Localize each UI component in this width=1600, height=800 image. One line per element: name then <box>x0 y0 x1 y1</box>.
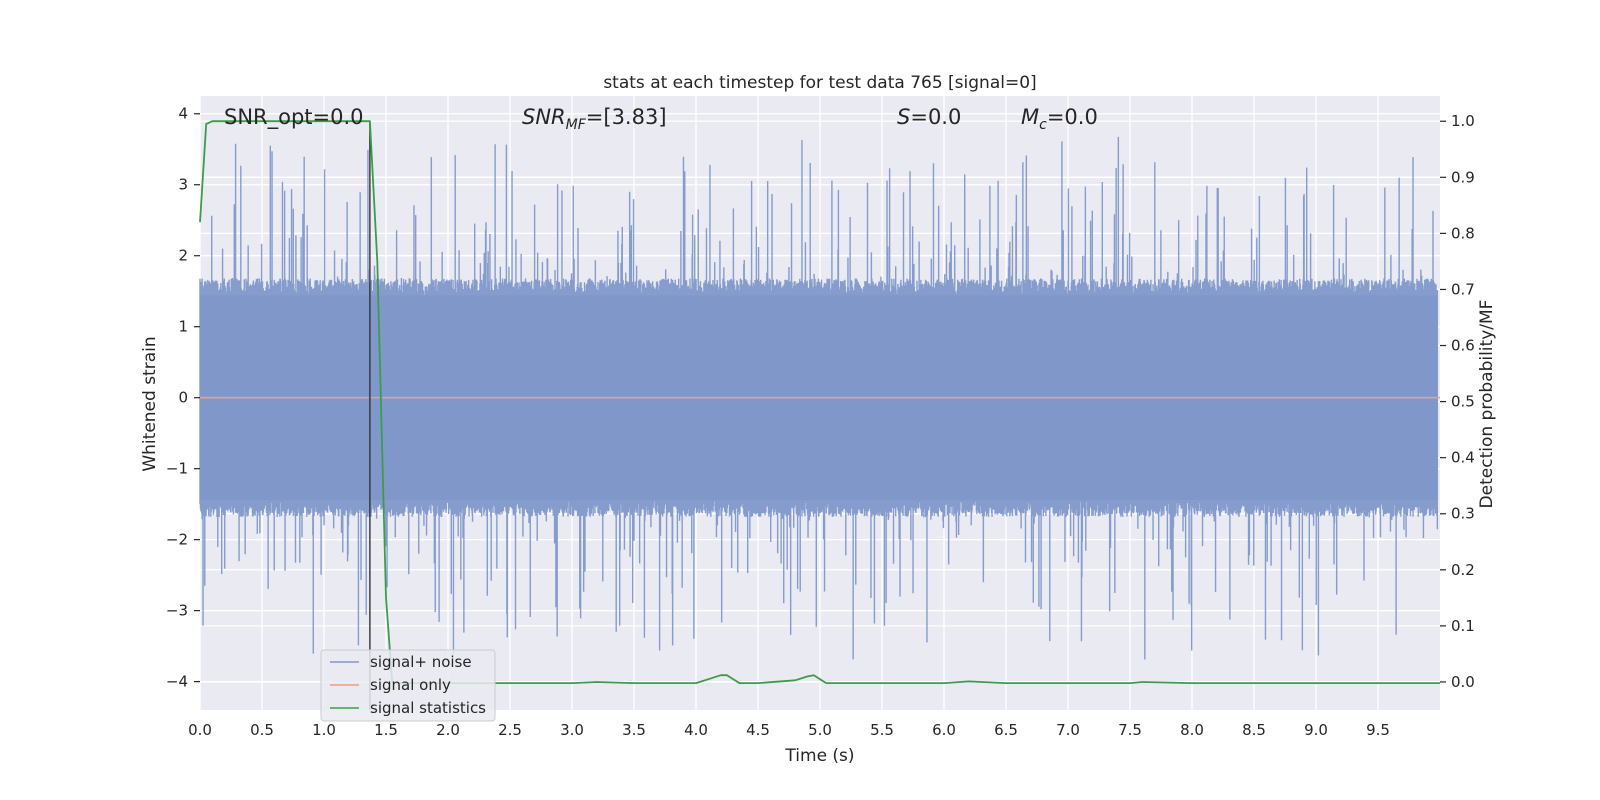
y2-tick-label: 0.8 <box>1451 224 1475 242</box>
y-axis-right-ticks: 1.0 0.9 0.8 0.7 0.6 0.5 0.4 0.3 0.2 0.1 0.0 <box>1440 112 1475 691</box>
legend-label-signal-only: signal only <box>370 676 451 694</box>
y-tick-label: 1 <box>178 318 188 336</box>
legend-label-signal-noise: signal+ noise <box>370 653 472 671</box>
mc-subscript: c <box>1039 117 1047 133</box>
y-axis-left-ticks: 4 3 2 1 0 −1 −2 −3 −4 <box>166 105 200 691</box>
y2-tick-label: 0.3 <box>1451 505 1475 523</box>
x-tick-label: 8.0 <box>1180 721 1204 739</box>
x-tick-label: 0.5 <box>250 721 274 739</box>
mc-annotation: Mc=0.0 <box>1021 105 1098 133</box>
y-tick-label: −3 <box>166 602 188 620</box>
y2-tick-label: 0.2 <box>1451 561 1475 579</box>
x-tick-label: 1.5 <box>374 721 398 739</box>
y2-tick-label: 0.7 <box>1451 280 1475 298</box>
y2-tick-label: 0.5 <box>1451 393 1475 411</box>
snr-mf-annotation: SNRMF=[3.83] <box>522 105 667 133</box>
x-tick-label: 7.5 <box>1118 721 1142 739</box>
x-axis-label: Time (s) <box>784 746 854 766</box>
x-tick-label: 7.0 <box>1056 721 1080 739</box>
x-tick-label: 8.5 <box>1242 721 1266 739</box>
x-tick-label: 6.0 <box>932 721 956 739</box>
y2-tick-label: 0.4 <box>1451 449 1475 467</box>
signal-statistics-series <box>199 120 1440 684</box>
x-tick-label: 9.5 <box>1366 721 1390 739</box>
chart-title: stats at each timestep for test data 765… <box>603 73 1036 93</box>
legend-label-signal-statistics: signal statistics <box>370 699 486 717</box>
x-tick-label: 3.5 <box>622 721 646 739</box>
s-annotation: S=0.0 <box>897 105 961 129</box>
s-symbol: S <box>897 105 910 129</box>
x-tick-label: 4.5 <box>746 721 770 739</box>
legend-box <box>320 649 496 722</box>
y2-tick-label: 0.0 <box>1451 673 1475 691</box>
snr-mf-symbol: SNR <box>522 105 566 129</box>
y-tick-label: 0 <box>178 389 188 407</box>
x-tick-label: 5.0 <box>808 721 832 739</box>
y2-tick-label: 0.9 <box>1451 168 1475 186</box>
x-tick-label: 5.5 <box>870 721 894 739</box>
x-tick-label: 3.0 <box>560 721 584 739</box>
mc-value: =0.0 <box>1047 105 1098 129</box>
snr-opt-annotation: SNR_opt=0.0 <box>224 105 364 130</box>
x-tick-label: 4.0 <box>684 721 708 739</box>
y-axis-label: Whitened strain <box>140 336 160 471</box>
x-tick-label: 0.0 <box>188 721 212 739</box>
y-tick-label: 3 <box>178 176 188 194</box>
y2-axis-label: Detection probability/MF <box>1477 300 1497 509</box>
y-tick-label: −1 <box>166 460 188 478</box>
x-tick-label: 9.0 <box>1304 721 1328 739</box>
x-tick-label: 6.5 <box>994 721 1018 739</box>
signal-statistics-line <box>199 120 1440 684</box>
x-tick-label: 2.5 <box>498 721 522 739</box>
y2-tick-label: 0.6 <box>1451 337 1475 355</box>
snr-mf-value: =[3.83] <box>586 105 667 129</box>
s-value: =0.0 <box>910 105 961 129</box>
snr-mf-subscript: MF <box>566 117 587 133</box>
y2-tick-label: 1.0 <box>1451 112 1475 130</box>
legend: signal+ noise signal only signal statist… <box>320 649 496 722</box>
y-tick-label: 2 <box>178 247 188 265</box>
x-axis-ticks: 0.0 0.5 1.0 1.5 2.0 2.5 3.0 3.5 4.0 4.5 5.0 5.5 6.0 6… <box>188 721 1390 739</box>
y-tick-label: −4 <box>166 673 188 691</box>
y-tick-label: 4 <box>178 105 188 123</box>
x-tick-label: 2.0 <box>436 721 460 739</box>
x-tick-label: 1.0 <box>312 721 336 739</box>
mc-symbol: M <box>1021 105 1039 129</box>
y2-tick-label: 0.1 <box>1451 617 1475 635</box>
y-tick-label: −2 <box>166 531 188 549</box>
